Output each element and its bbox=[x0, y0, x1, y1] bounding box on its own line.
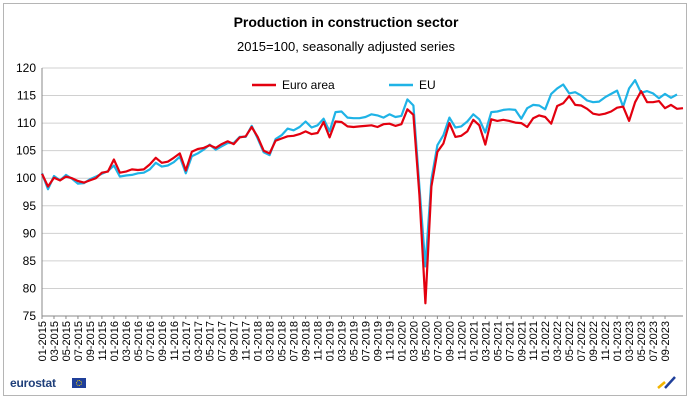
y-tick-label: 105 bbox=[16, 144, 36, 158]
x-tick-label: 01-2017 bbox=[181, 321, 193, 361]
x-tick-label: 05-2023 bbox=[636, 321, 648, 361]
x-tick-label: 07-2022 bbox=[576, 321, 588, 361]
x-tick-label: 05-2015 bbox=[61, 321, 73, 361]
x-tick-label: 07-2019 bbox=[360, 321, 372, 361]
x-tick-label: 11-2021 bbox=[528, 321, 540, 361]
eu-flag-icon bbox=[72, 378, 86, 388]
x-tick-label: 05-2022 bbox=[564, 321, 576, 361]
x-tick-label: 09-2021 bbox=[516, 321, 528, 361]
x-tick-label: 05-2016 bbox=[133, 321, 145, 361]
gridlines bbox=[42, 67, 683, 317]
x-tick-label: 11-2022 bbox=[600, 321, 612, 361]
x-tick-label: 05-2017 bbox=[205, 321, 217, 361]
x-tick-label: 01-2022 bbox=[540, 321, 552, 361]
x-tick-label: 11-2020 bbox=[456, 321, 468, 361]
chart-title: Production in construction sector bbox=[233, 14, 459, 30]
x-tick-label: 09-2017 bbox=[229, 321, 241, 361]
x-tick-label: 05-2019 bbox=[349, 321, 361, 361]
y-tick-label: 110 bbox=[17, 116, 36, 130]
y-tick-label: 75 bbox=[23, 309, 37, 323]
x-tick-label: 03-2020 bbox=[408, 321, 420, 361]
x-tick-label: 07-2017 bbox=[217, 321, 229, 361]
x-tick-label: 07-2015 bbox=[73, 321, 85, 361]
x-tick-label: 01-2018 bbox=[253, 321, 265, 361]
x-tick-label: 03-2016 bbox=[121, 321, 133, 361]
series-line-eu bbox=[40, 78, 678, 268]
y-tick-label: 115 bbox=[17, 89, 36, 103]
y-tick-label: 95 bbox=[23, 199, 37, 213]
x-tick-label: 07-2021 bbox=[504, 321, 516, 361]
x-tick-label: 11-2017 bbox=[241, 321, 253, 361]
x-tick-label: 03-2022 bbox=[552, 321, 564, 361]
x-tick-label: 07-2016 bbox=[145, 321, 157, 361]
x-tick-label: 05-2020 bbox=[420, 321, 432, 361]
x-tick-label: 09-2020 bbox=[444, 321, 456, 361]
y-tick-label: 120 bbox=[16, 61, 36, 75]
legend: Euro area EU bbox=[252, 78, 436, 92]
x-tick-label: 07-2018 bbox=[289, 321, 301, 361]
x-tick-label: 03-2023 bbox=[624, 321, 636, 361]
x-tick-label: 01-2015 bbox=[37, 321, 49, 361]
x-tick-label: 03-2015 bbox=[49, 321, 61, 361]
x-tick-label: 11-2019 bbox=[384, 321, 396, 361]
x-tick-label: 07-2023 bbox=[648, 321, 660, 361]
x-tick-label: 09-2019 bbox=[372, 321, 384, 361]
x-tick-label: 01-2019 bbox=[325, 321, 337, 361]
x-tick-label: 11-2015 bbox=[97, 321, 109, 361]
y-tick-label: 85 bbox=[23, 254, 37, 268]
x-tick-label: 01-2023 bbox=[612, 321, 624, 361]
y-tick-label: 100 bbox=[16, 171, 36, 185]
x-tick-label: 03-2021 bbox=[480, 321, 492, 361]
x-tick-label: 03-2017 bbox=[193, 321, 205, 361]
x-tick-labels: 01-2015 03-2015 05-2015 07-2015 09-2015 11-20… bbox=[37, 321, 672, 361]
axes bbox=[41, 68, 683, 319]
x-tick-label: 09-2016 bbox=[157, 321, 169, 361]
chart-subtitle: 2015=100, seasonally adjusted series bbox=[237, 39, 455, 54]
series-lines bbox=[40, 78, 684, 305]
x-tick-label: 09-2022 bbox=[588, 321, 600, 361]
y-tick-label: 90 bbox=[23, 226, 37, 240]
legend-label: EU bbox=[419, 78, 436, 92]
series-line-euro-area bbox=[41, 89, 684, 305]
x-tick-label: 05-2021 bbox=[492, 321, 504, 361]
y-tick-label: 80 bbox=[23, 281, 37, 295]
eurostat-logo: eurostat bbox=[10, 376, 56, 390]
eurostat-swoosh-icon bbox=[657, 376, 676, 389]
x-tick-label: 11-2016 bbox=[169, 321, 181, 361]
legend-label: Euro area bbox=[282, 78, 335, 92]
y-tick-labels: 75 80 85 90 95 100 105 110 115 120 bbox=[16, 61, 36, 323]
x-tick-label: 01-2020 bbox=[396, 321, 408, 361]
x-tick-label: 01-2021 bbox=[468, 321, 480, 361]
x-tick-label: 03-2019 bbox=[337, 321, 349, 361]
x-tick-label: 05-2018 bbox=[277, 321, 289, 361]
x-tick-label: 07-2020 bbox=[432, 321, 444, 361]
x-tick-label: 03-2018 bbox=[265, 321, 277, 361]
x-tick-label: 11-2018 bbox=[313, 321, 325, 361]
x-tick-label: 09-2018 bbox=[301, 321, 313, 361]
x-tick-label: 09-2015 bbox=[85, 321, 97, 361]
x-tick-label: 09-2023 bbox=[660, 321, 672, 361]
x-tick-label: 01-2016 bbox=[109, 321, 121, 361]
